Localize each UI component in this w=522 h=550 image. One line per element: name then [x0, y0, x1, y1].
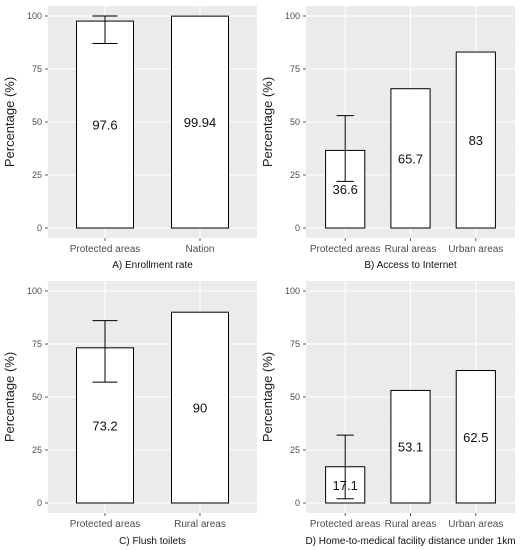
y-tick-label: 100 — [285, 286, 300, 296]
x-tick-label: Rural areas — [385, 519, 437, 530]
y-axis-title: Percentage (%) — [260, 77, 275, 167]
bar-2 — [171, 311, 229, 504]
y-tick-label: 0 — [37, 223, 42, 233]
y-axis-title: Percentage (%) — [260, 352, 275, 442]
y-tick-label: 75 — [32, 64, 42, 74]
y-tick-label: 75 — [290, 64, 300, 74]
y-tick-label: 50 — [32, 392, 42, 402]
y-tick-label: 100 — [285, 11, 300, 21]
data-label-3: 62.5 — [463, 430, 488, 445]
chart-panel-2: 0 25 50 75 100 36.6 65.7 83 Protected areas Rural… — [260, 6, 515, 271]
x-tick-label: Nation — [186, 244, 215, 255]
x-tick-label: Urban areas — [448, 519, 503, 530]
y-tick-label: 50 — [32, 117, 42, 127]
data-label-1: 36.6 — [333, 182, 358, 197]
y-tick-label: 75 — [290, 339, 300, 349]
y-tick-label: 50 — [290, 117, 300, 127]
data-label-2: 90 — [193, 401, 207, 416]
y-axis-title: Percentage (%) — [2, 77, 17, 167]
y-axis-title: Percentage (%) — [2, 352, 17, 442]
x-tick-label: Protected areas — [310, 244, 381, 255]
y-tick-label: 25 — [290, 170, 300, 180]
bar-2 — [390, 88, 431, 229]
bar-2 — [171, 15, 229, 229]
panel-caption: B) Access to Internet — [364, 260, 456, 271]
y-tick-label: 0 — [295, 223, 300, 233]
data-label-2: 99.94 — [184, 115, 217, 130]
y-tick-label: 50 — [290, 392, 300, 402]
data-label-1: 73.2 — [92, 418, 117, 433]
y-tick-label: 0 — [295, 498, 300, 508]
x-tick-label: Rural areas — [174, 519, 226, 530]
data-label-2: 53.1 — [398, 440, 423, 455]
y-tick-label: 25 — [32, 170, 42, 180]
bar-2 — [390, 389, 431, 504]
data-label-3: 83 — [469, 133, 483, 148]
chart-panel-1: 0 25 50 75 100 97.6 99.94 Protected areas Nation… — [2, 6, 257, 271]
panel-caption: C) Flush toilets — [119, 536, 186, 547]
x-tick-label: Urban areas — [448, 244, 503, 255]
data-label-2: 65.7 — [398, 151, 423, 166]
chart-panel-4: 0 25 50 75 100 17.1 53.1 62.5 Protected areas Rur… — [260, 281, 516, 547]
panel-caption: D) Home-to-medical facility distance und… — [305, 536, 515, 547]
x-tick-label: Protected areas — [310, 519, 381, 530]
x-tick-label: Rural areas — [385, 244, 437, 255]
bar-3 — [455, 370, 496, 504]
data-label-1: 17.1 — [333, 478, 358, 493]
y-tick-label: 0 — [37, 498, 42, 508]
data-label-1: 97.6 — [92, 118, 117, 133]
bar-3 — [455, 51, 496, 229]
y-tick-label: 25 — [290, 445, 300, 455]
chart-panel-3: 0 25 50 75 100 73.2 90 Protected areas Rural are… — [2, 281, 257, 547]
y-tick-label: 100 — [27, 11, 42, 21]
panel-caption: A) Enrollment rate — [112, 260, 193, 271]
y-tick-label: 75 — [32, 339, 42, 349]
y-tick-label: 25 — [32, 445, 42, 455]
x-tick-label: Protected areas — [70, 244, 141, 255]
x-tick-label: Protected areas — [70, 519, 141, 530]
y-tick-label: 100 — [27, 286, 42, 296]
